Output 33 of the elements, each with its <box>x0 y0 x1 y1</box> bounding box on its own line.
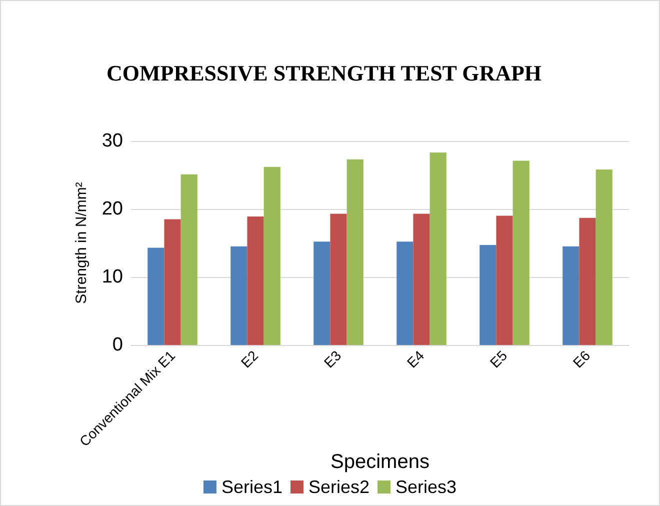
bar <box>346 159 364 345</box>
x-tick-label: E3 <box>320 347 344 371</box>
bar <box>148 248 164 345</box>
bar <box>596 170 612 345</box>
bar <box>314 242 330 345</box>
legend-label: Series3 <box>396 477 457 497</box>
bar <box>396 242 414 345</box>
y-tick-label: 20 <box>102 198 123 220</box>
x-tick-label: E2 <box>238 347 262 371</box>
bar <box>579 218 596 345</box>
bar <box>430 152 446 345</box>
bar <box>413 214 430 345</box>
chart-title: COMPRESSIVE STRENGTH TEST GRAPH <box>106 60 542 86</box>
x-tick-label: E6 <box>570 347 594 371</box>
x-axis-title: Specimens <box>330 450 430 473</box>
legend-label: Series2 <box>308 477 370 497</box>
y-tick-label: 0 <box>112 334 123 356</box>
bar <box>230 246 248 345</box>
bar <box>180 174 198 345</box>
x-tick-label: E4 <box>404 347 428 371</box>
bar <box>512 160 530 345</box>
legend-label: Series1 <box>221 477 282 497</box>
bar <box>496 216 513 345</box>
bar <box>247 216 264 345</box>
y-tick-label: 10 <box>102 266 123 288</box>
y-axis-title: Strength in N/mm² <box>73 182 90 304</box>
y-tick-label: 30 <box>102 130 123 152</box>
x-tick-label: E5 <box>486 347 510 371</box>
bar <box>562 246 580 345</box>
bar <box>330 214 347 345</box>
bar <box>480 245 496 345</box>
bar <box>264 166 280 345</box>
bar <box>164 219 181 345</box>
